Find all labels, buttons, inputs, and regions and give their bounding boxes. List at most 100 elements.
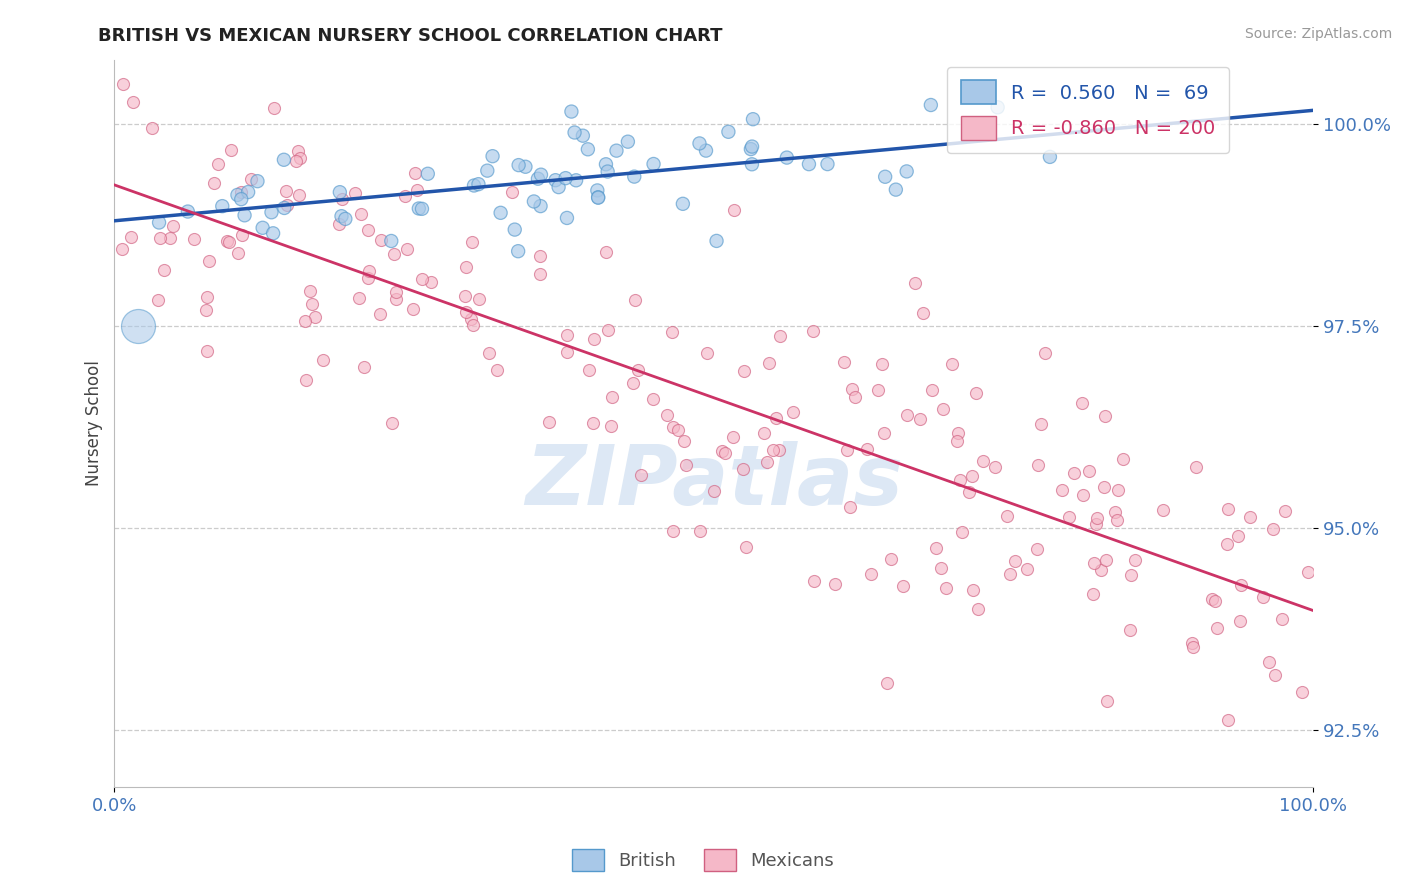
Point [689, 524, 711, 538]
Point [478, 346, 501, 360]
Point [1271, 612, 1294, 626]
Point [950, 525, 973, 540]
Point [803, 324, 825, 338]
Point [1083, 557, 1105, 571]
Point [411, 202, 433, 216]
Point [1261, 522, 1284, 536]
Point [661, 325, 683, 339]
Point [921, 383, 943, 397]
Point [1216, 502, 1239, 516]
Point [655, 408, 678, 422]
Point [1085, 516, 1108, 531]
Point [578, 363, 600, 377]
Point [866, 383, 889, 397]
Point [962, 582, 984, 597]
Point [839, 500, 862, 514]
Point [385, 285, 408, 300]
Point [148, 215, 170, 229]
Point [555, 327, 578, 342]
Point [481, 149, 503, 163]
Point [529, 267, 551, 281]
Point [740, 142, 762, 156]
Point [408, 202, 430, 216]
Point [1026, 458, 1049, 472]
Point [758, 356, 780, 370]
Point [195, 303, 218, 318]
Point [111, 242, 134, 256]
Point [544, 173, 567, 187]
Point [246, 174, 269, 188]
Point [537, 415, 560, 429]
Point [998, 567, 1021, 582]
Point [1107, 483, 1129, 497]
Point [1090, 563, 1112, 577]
Point [711, 443, 734, 458]
Point [263, 101, 285, 115]
Point [420, 276, 443, 290]
Point [949, 473, 972, 487]
Point [231, 227, 253, 242]
Point [617, 135, 640, 149]
Point [416, 167, 439, 181]
Point [586, 190, 609, 204]
Point [1121, 567, 1143, 582]
Point [595, 245, 617, 260]
Point [501, 185, 523, 199]
Point [554, 171, 576, 186]
Point [987, 100, 1010, 114]
Point [742, 112, 765, 127]
Point [219, 144, 242, 158]
Point [1104, 505, 1126, 519]
Point [1015, 562, 1038, 576]
Point [582, 332, 605, 346]
Point [661, 524, 683, 538]
Point [1063, 466, 1085, 480]
Point [195, 343, 218, 358]
Point [586, 183, 609, 197]
Point [335, 211, 357, 226]
Point [228, 246, 250, 260]
Text: BRITISH VS MEXICAN NURSERY SCHOOL CORRELATION CHART: BRITISH VS MEXICAN NURSERY SCHOOL CORREL… [98, 27, 723, 45]
Point [932, 401, 955, 416]
Point [1185, 459, 1208, 474]
Point [741, 157, 763, 171]
Point [252, 220, 274, 235]
Point [1182, 640, 1205, 654]
Point [207, 157, 229, 171]
Point [236, 185, 259, 199]
Point [485, 363, 508, 377]
Point [835, 443, 858, 458]
Point [1239, 510, 1261, 524]
Point [880, 552, 903, 566]
Point [1152, 503, 1174, 517]
Point [159, 230, 181, 244]
Point [454, 289, 477, 303]
Point [870, 357, 893, 371]
Point [910, 411, 932, 425]
Point [768, 442, 790, 457]
Point [957, 484, 980, 499]
Point [523, 194, 546, 209]
Point [596, 323, 619, 337]
Point [696, 346, 718, 360]
Point [776, 151, 799, 165]
Point [120, 229, 142, 244]
Point [960, 469, 983, 483]
Point [875, 169, 897, 184]
Point [382, 247, 405, 261]
Point [576, 142, 599, 156]
Point [884, 183, 907, 197]
Legend: British, Mexicans: British, Mexicans [565, 842, 841, 879]
Point [733, 462, 755, 476]
Point [111, 77, 134, 91]
Point [1094, 409, 1116, 424]
Point [782, 405, 804, 419]
Point [564, 126, 586, 140]
Point [920, 98, 942, 112]
Point [273, 201, 295, 215]
Point [859, 566, 882, 581]
Point [703, 484, 725, 499]
Point [503, 222, 526, 236]
Point [817, 157, 839, 171]
Point [586, 191, 609, 205]
